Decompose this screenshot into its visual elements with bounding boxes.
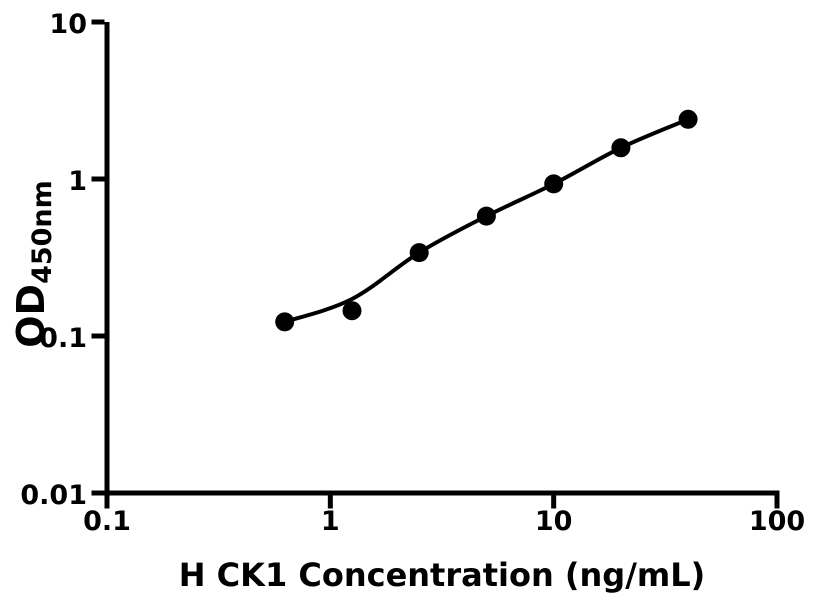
y-axis-title-subscript: 450nm (27, 180, 58, 284)
data-point-marker (678, 109, 698, 129)
y-tick-label: 10 (49, 9, 87, 40)
y-axis-title: OD450nm (9, 180, 58, 348)
y-tick-label: 0.01 (20, 480, 87, 511)
y-axis-title-main: OD (9, 283, 53, 348)
data-point-marker (342, 301, 362, 321)
data-point-marker (409, 243, 429, 263)
data-point-marker (544, 174, 564, 194)
x-tick-label: 1 (321, 506, 340, 537)
data-point-marker (611, 138, 631, 158)
x-axis-title: H CK1 Concentration (ng/mL) (178, 556, 706, 594)
y-tick-label: 1 (68, 166, 87, 197)
data-point-marker (275, 312, 295, 332)
x-tick-label: 100 (749, 506, 805, 537)
x-tick-label: 10 (535, 506, 573, 537)
x-tick-label: 0.1 (83, 506, 131, 537)
axis-spines (104, 22, 780, 496)
data-point-marker (476, 206, 496, 226)
y-tick-label: 0.1 (39, 323, 87, 354)
